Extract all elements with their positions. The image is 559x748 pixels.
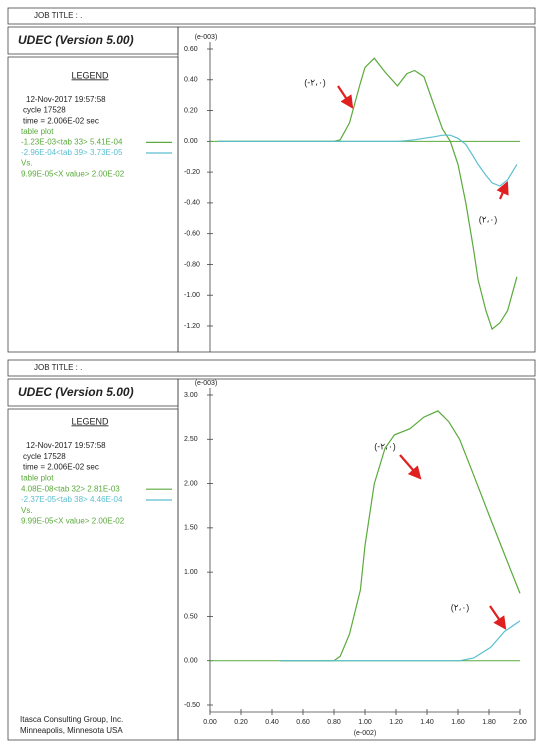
annotation: (٢،٠) — [451, 602, 470, 612]
job-title: JOB TITLE : . — [34, 363, 82, 372]
legend-vs: Vs. — [21, 159, 33, 168]
annotation-arrow — [337, 85, 354, 109]
job-title-box — [7, 7, 536, 25]
y-tick-label: -0.50 — [184, 702, 200, 709]
y-tick-label: 0.00 — [184, 658, 198, 665]
y-tick-label: -1.00 — [184, 292, 200, 299]
x-tick-label: 0.20 — [234, 719, 248, 726]
series-line — [217, 134, 518, 187]
x-tick-label: 1.00 — [358, 719, 372, 726]
footer-line: Itasca Consulting Group, Inc. — [20, 715, 123, 724]
y-tick-label: -1.20 — [184, 323, 200, 330]
x-tick-label: 1.80 — [482, 719, 496, 726]
legend-title: LEGEND — [71, 70, 109, 80]
footer-line: Minneapolis, Minnesota USA — [20, 726, 123, 735]
annotation-arrow — [399, 454, 422, 480]
legend-table-plot: table plot — [21, 474, 54, 483]
legend-date: 12-Nov-2017 19:57:58 — [26, 441, 106, 450]
x-tick-label: 1.20 — [389, 719, 403, 726]
y-tick-label: -0.20 — [184, 169, 200, 176]
legend-entry: -2.37E-05<tab 38> 4.46E-04 — [21, 495, 123, 504]
y-unit: (e-003) — [195, 34, 218, 41]
legend-table-plot: table plot — [21, 127, 54, 136]
series-line — [217, 57, 518, 331]
x-tick-label: 0.60 — [296, 719, 310, 726]
legend-entry: -1.23E-03<tab 33> 5.41E-04 — [21, 138, 123, 147]
legend-title: LEGEND — [71, 416, 109, 426]
y-tick-label: -0.40 — [184, 200, 200, 207]
y-tick-label: 0.20 — [184, 107, 198, 114]
y-tick-label: 1.00 — [184, 569, 198, 576]
annotation: (٢،٠) — [479, 214, 498, 224]
y-tick-label: 0.50 — [184, 613, 198, 620]
x-unit: (e-002) — [354, 730, 377, 737]
x-tick-label: 1.40 — [420, 719, 434, 726]
x-tick-label: 0.80 — [327, 719, 341, 726]
x-tick-label: 2.00 — [513, 719, 527, 726]
legend-cycle: cycle 17528 — [23, 106, 66, 115]
job-title-box — [7, 359, 536, 377]
y-unit: (e-003) — [195, 380, 218, 387]
plot-box — [177, 378, 536, 741]
y-tick-label: 2.00 — [184, 480, 198, 487]
annotation-arrow — [496, 180, 509, 200]
y-tick-label: 3.00 — [184, 392, 198, 399]
y-tick-label: 0.40 — [184, 77, 198, 84]
x-tick-label: 1.60 — [451, 719, 465, 726]
series-line — [279, 410, 521, 662]
legend-vs: Vs. — [21, 506, 33, 515]
legend-cycle: cycle 17528 — [23, 452, 66, 461]
y-tick-label: 0.60 — [184, 46, 198, 53]
y-tick-label: 2.50 — [184, 436, 198, 443]
legend-x-value: 9.99E-05<X value> 2.00E-02 — [21, 169, 125, 178]
legend-entry: 4.08E-08<tab 32> 2.81E-03 — [21, 484, 120, 493]
y-tick-label: -0.60 — [184, 231, 200, 238]
job-title: JOB TITLE : . — [34, 11, 82, 20]
y-tick-label: 0.00 — [184, 138, 198, 145]
legend-date: 12-Nov-2017 19:57:58 — [26, 95, 106, 104]
program: UDEC (Version 5.00) — [18, 33, 134, 47]
annotation: (-٢،٠) — [304, 77, 326, 87]
legend-time: time = 2.006E-02 sec — [23, 463, 99, 472]
program: UDEC (Version 5.00) — [18, 385, 134, 399]
x-tick-label: 0.00 — [203, 719, 217, 726]
annotation: (-٢،٠) — [374, 441, 396, 451]
series-line — [279, 620, 521, 662]
plot-box — [177, 26, 536, 353]
y-tick-label: -0.80 — [184, 261, 200, 268]
legend-entry: -2.96E-04<tab 39> 3.73E-05 — [21, 148, 123, 157]
annotation-arrow — [489, 605, 507, 630]
x-tick-label: 0.40 — [265, 719, 279, 726]
legend-x-value: 9.99E-05<X value> 2.00E-02 — [21, 517, 125, 526]
y-tick-label: 1.50 — [184, 525, 198, 532]
legend-time: time = 2.006E-02 sec — [23, 116, 99, 125]
